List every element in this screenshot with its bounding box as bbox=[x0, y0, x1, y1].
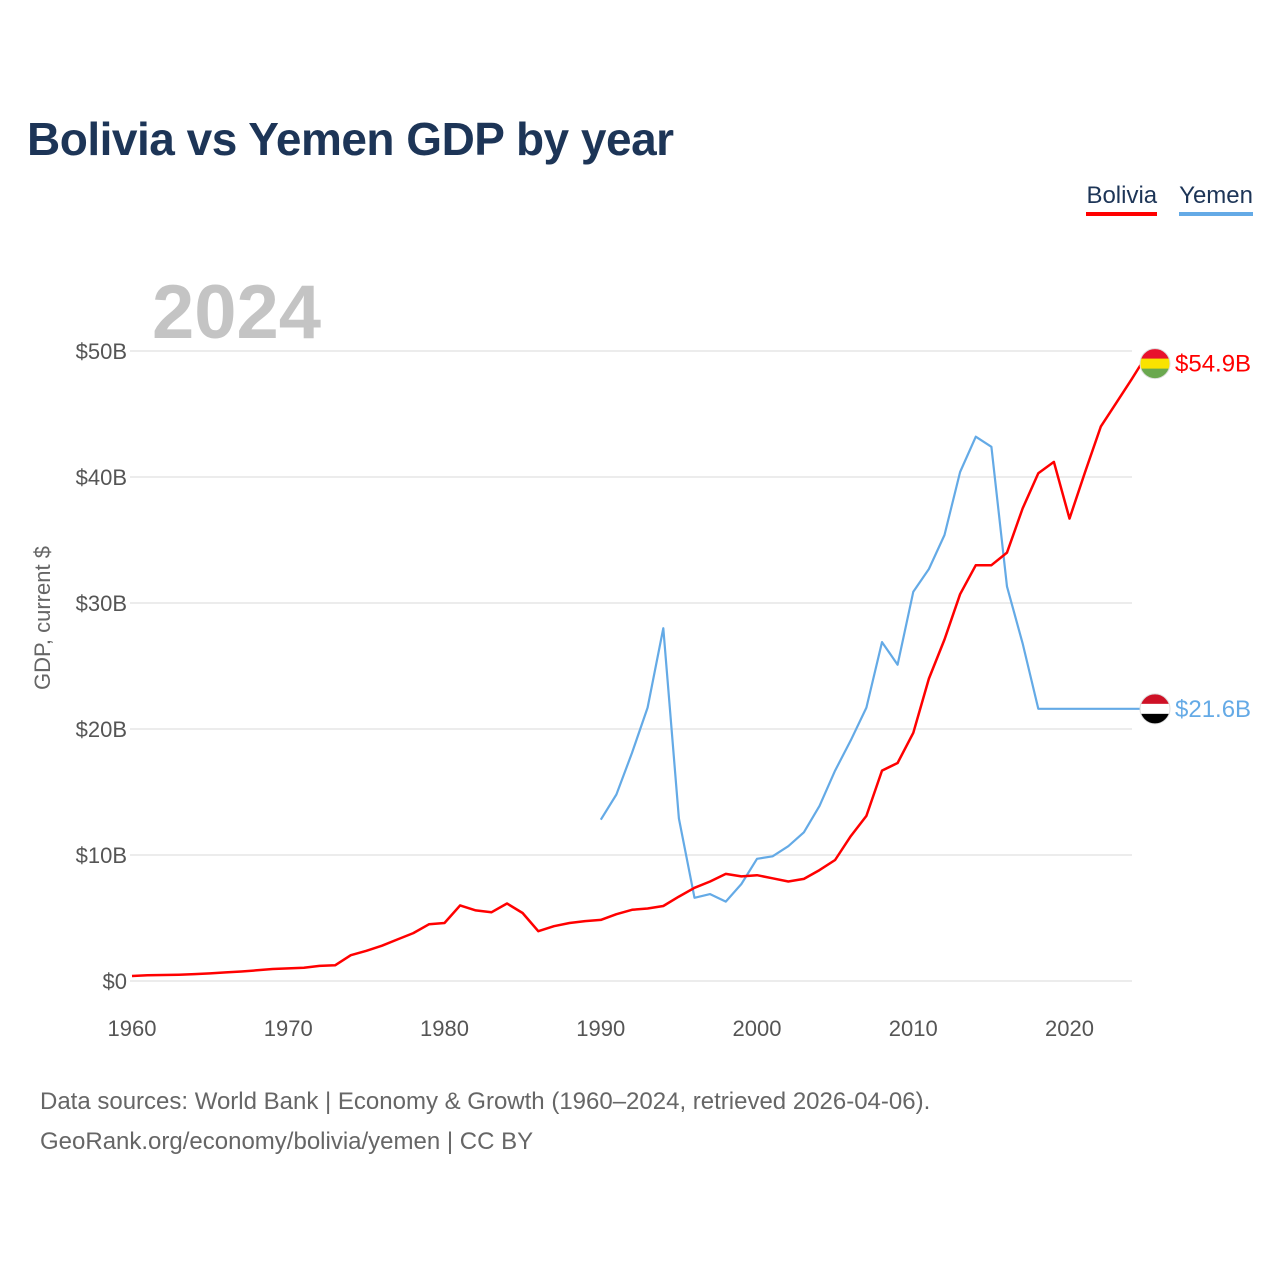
footer: Data sources: World Bank | Economy & Gro… bbox=[40, 1082, 930, 1162]
y-tick-label: $40B bbox=[76, 465, 127, 490]
end-markers: $54.9B $21.6B bbox=[1139, 348, 1251, 725]
y-tick-label: $20B bbox=[76, 717, 127, 742]
chart-title: Bolivia vs Yemen GDP by year bbox=[27, 113, 674, 165]
x-tick-label: 2010 bbox=[889, 1016, 938, 1041]
x-tick-label: 1980 bbox=[420, 1016, 469, 1041]
x-tick-label: 2000 bbox=[733, 1016, 782, 1041]
end-value-label-bolivia: $54.9B bbox=[1175, 351, 1251, 378]
year-label: 2024 bbox=[152, 270, 321, 355]
y-tick-label: $30B bbox=[76, 591, 127, 616]
yemen-flag-icon bbox=[1139, 693, 1171, 725]
bolivia-flag-icon bbox=[1139, 348, 1171, 380]
x-axis-ticks: 1960 1970 1980 1990 2000 2010 2020 bbox=[108, 1016, 1094, 1041]
series-line-bolivia[interactable] bbox=[131, 362, 1143, 978]
footer-source: Data sources: World Bank | Economy & Gro… bbox=[40, 1088, 931, 1115]
grid-lines bbox=[130, 350, 1132, 982]
x-tick-label: 1970 bbox=[264, 1016, 313, 1041]
y-tick-label: $0 bbox=[103, 969, 127, 994]
series-line-yemen[interactable] bbox=[599, 435, 1142, 903]
x-tick-label: 2020 bbox=[1045, 1016, 1094, 1041]
footer-credit[interactable]: GeoRank.org/economy/bolivia/yemen | CC B… bbox=[40, 1128, 534, 1155]
y-tick-label: $10B bbox=[76, 843, 127, 868]
y-tick-label: $50B bbox=[76, 339, 127, 364]
legend: Bolivia Yemen bbox=[1086, 182, 1253, 216]
x-tick-label: 1960 bbox=[108, 1016, 157, 1041]
end-value-label-yemen: $21.6B bbox=[1175, 696, 1251, 723]
legend-item-bolivia[interactable]: Bolivia bbox=[1086, 182, 1158, 216]
series-lines bbox=[131, 362, 1143, 978]
y-axis-ticks: $0 $10B $20B $30B $40B $50B bbox=[76, 339, 127, 994]
y-axis-label: GDP, current $ bbox=[30, 546, 55, 690]
x-tick-label: 1990 bbox=[576, 1016, 625, 1041]
legend-item-yemen[interactable]: Yemen bbox=[1179, 182, 1253, 216]
